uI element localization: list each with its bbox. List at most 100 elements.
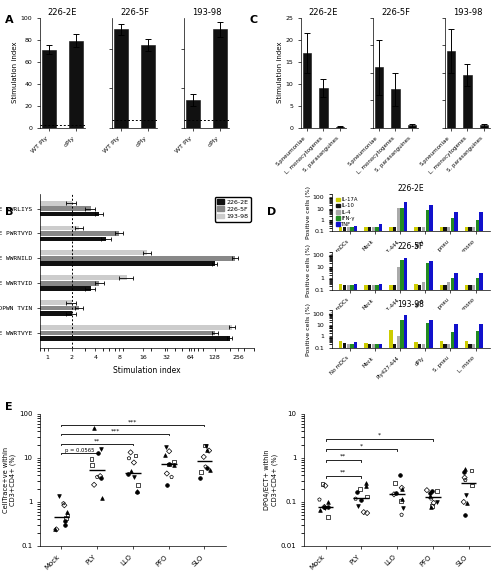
Bar — [426, 264, 429, 289]
Bar — [414, 342, 418, 348]
Bar — [464, 341, 468, 348]
Point — [93, 473, 101, 482]
Point — [423, 485, 431, 495]
Bar — [476, 278, 479, 289]
Bar — [354, 284, 358, 289]
Point — [64, 511, 72, 520]
Bar — [440, 341, 443, 348]
Point — [398, 483, 406, 492]
Bar — [447, 50, 455, 128]
Bar — [393, 227, 396, 231]
Bar — [376, 285, 378, 289]
Point — [354, 487, 362, 496]
Bar — [468, 285, 471, 289]
Y-axis label: Stimulation index: Stimulation index — [12, 42, 18, 103]
Bar — [339, 284, 342, 289]
Bar — [426, 210, 429, 231]
Point — [352, 494, 360, 504]
Bar — [372, 285, 375, 289]
Point — [55, 491, 63, 500]
Point — [324, 502, 332, 512]
Bar — [464, 227, 468, 231]
Bar — [422, 227, 425, 231]
Point — [427, 494, 435, 503]
Point — [88, 454, 96, 464]
Bar — [339, 341, 342, 348]
Bar — [392, 89, 400, 128]
Point — [133, 487, 141, 496]
Point — [460, 497, 468, 507]
Bar — [450, 218, 454, 231]
Point — [168, 473, 175, 482]
Title: 226-2E: 226-2E — [308, 8, 338, 17]
Y-axis label: CellTrace+ve within
CD3+CD4+ (%): CellTrace+ve within CD3+CD4+ (%) — [2, 447, 16, 513]
Bar — [0, 286, 91, 291]
Text: **: ** — [340, 470, 346, 475]
Point — [96, 471, 104, 481]
Bar — [393, 344, 396, 348]
Bar — [379, 284, 382, 289]
Bar — [472, 227, 476, 231]
Point — [60, 498, 68, 508]
Bar — [343, 343, 346, 348]
Bar — [364, 343, 368, 348]
Point — [200, 452, 208, 461]
Bar — [336, 127, 344, 128]
Bar — [447, 282, 450, 289]
Bar — [444, 285, 446, 289]
Bar — [408, 126, 416, 128]
Bar — [393, 285, 396, 289]
Title: 193-98: 193-98 — [398, 301, 424, 309]
Point — [392, 488, 400, 498]
Bar — [379, 344, 382, 348]
Bar — [450, 332, 454, 348]
Bar — [476, 221, 479, 231]
Text: A: A — [5, 15, 14, 25]
Legend: 226-2E, 226-5F, 193-98: 226-2E, 226-5F, 193-98 — [215, 197, 250, 222]
Bar — [379, 224, 382, 231]
Title: 226-2E: 226-2E — [398, 184, 424, 193]
Bar — [418, 285, 422, 289]
Point — [430, 498, 438, 508]
Bar — [0, 261, 214, 266]
Point — [162, 442, 170, 451]
Bar — [0, 325, 232, 330]
Point — [202, 462, 209, 471]
Point — [398, 494, 406, 504]
Bar — [350, 227, 354, 231]
Bar — [339, 227, 342, 231]
Point — [320, 502, 328, 512]
Point — [396, 471, 404, 480]
Text: ***: *** — [110, 429, 120, 434]
Point — [360, 507, 368, 517]
Bar — [350, 285, 354, 289]
Legend: IL-17A, IL-10, IL-4, IFN-γ, TNF: IL-17A, IL-10, IL-4, IFN-γ, TNF — [334, 196, 359, 228]
Point — [318, 479, 326, 488]
Bar — [447, 227, 450, 231]
Bar — [346, 344, 350, 348]
Bar — [376, 227, 378, 231]
Bar — [346, 227, 350, 231]
Point — [434, 497, 442, 506]
Point — [90, 423, 98, 432]
Bar — [404, 315, 407, 348]
Bar — [472, 344, 476, 348]
Bar — [400, 208, 404, 231]
Point — [397, 497, 405, 506]
Bar — [368, 344, 372, 348]
Bar — [372, 227, 375, 231]
Point — [363, 492, 371, 501]
Bar — [186, 100, 200, 128]
Y-axis label: Positive cells (%): Positive cells (%) — [306, 186, 312, 239]
Point — [324, 497, 332, 507]
Bar — [422, 344, 425, 348]
Point — [62, 516, 70, 525]
Point — [163, 469, 171, 478]
Point — [468, 465, 475, 475]
Point — [125, 454, 133, 463]
Bar — [0, 251, 147, 255]
Bar — [480, 126, 488, 128]
Bar — [376, 344, 378, 348]
Bar — [0, 212, 100, 217]
Bar — [0, 225, 79, 230]
